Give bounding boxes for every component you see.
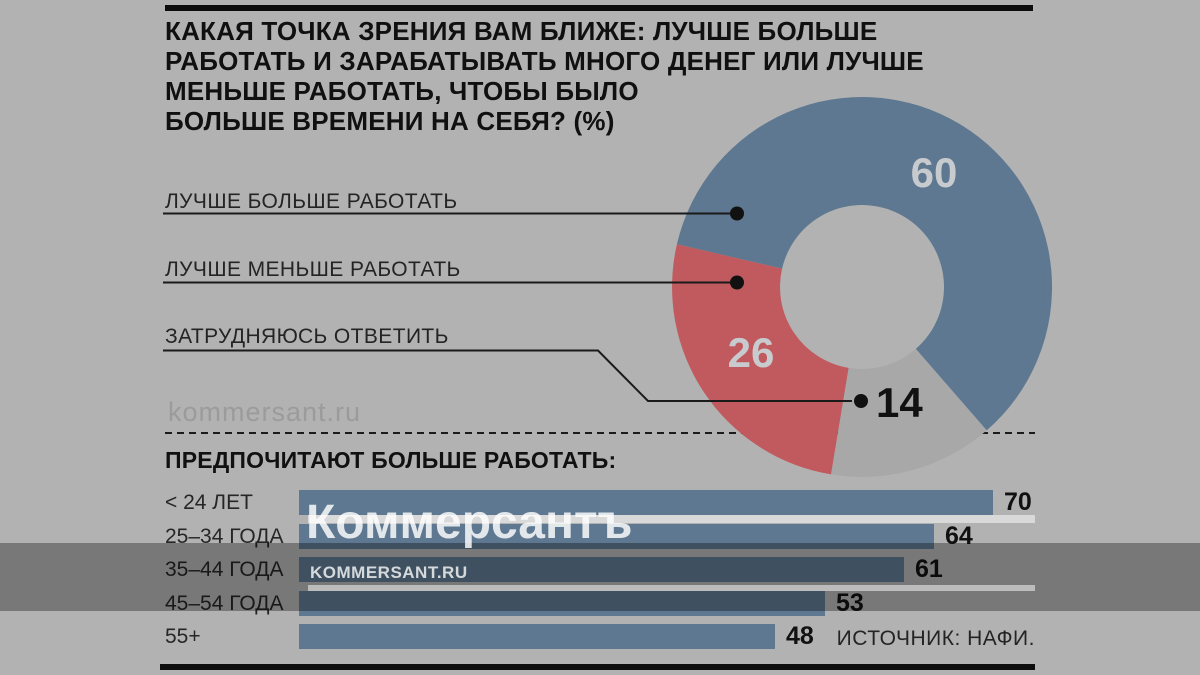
leader-dot-2 [730,275,744,290]
donut-value-60: 60 [911,149,958,196]
donut-value-14: 14 [876,379,923,426]
leader-dot-3 [854,394,868,408]
donut-chart [672,97,1053,477]
kommersant-logo-watermark: Коммерсантъ [306,496,633,549]
legend-label-more-work: ЛУЧШЕ БОЛЬШЕ РАБОТАТЬ [165,190,458,213]
leader-dots [730,206,868,408]
logo-watermark-rule-bottom [308,585,1035,591]
leader-line-3 [163,349,852,402]
title-line-2: РАБОТАТЬ И ЗАРАБАТЫВАТЬ МНОГО ДЕНЕГ ИЛИ … [165,46,924,76]
donut-slice-0 [676,97,1053,431]
title-line-3: МЕНЬШЕ РАБОТАТЬ, ЧТОБЫ БЫЛО [165,76,639,106]
logo-watermark-rule-top [308,515,1035,523]
title-line-4: БОЛЬШЕ ВРЕМЕНИ НА СЕБЯ? (%) [165,106,615,136]
title-line-1: КАКАЯ ТОЧКА ЗРЕНИЯ ВАМ БЛИЖЕ: ЛУЧШЕ БОЛЬ… [165,16,878,46]
donut-slice-2 [831,348,987,477]
source-note: ИСТОЧНИК: НАФИ. [836,627,1035,650]
bottom-divider [160,664,1035,670]
dim-overlay-band [0,543,1200,611]
top-divider [165,5,1033,11]
bar-section-heading: ПРЕДПОЧИТАЮТ БОЛЬШЕ РАБОТАТЬ: [165,447,617,473]
kommersant-url-watermark: KOMMERSANT.RU [310,563,468,582]
leader-lines [163,212,852,402]
legend-label-undecided: ЗАТРУДНЯЮСЬ ОТВЕТИТЬ [165,325,449,348]
leader-dot-1 [730,206,744,221]
chart-question-title: КАКАЯ ТОЧКА ЗРЕНИЯ ВАМ БЛИЖЕ: ЛУЧШЕ БОЛЬ… [165,16,1055,136]
donut-slice-1 [672,244,849,475]
legend-label-less-work: ЛУЧШЕ МЕНЬШЕ РАБОТАТЬ [165,258,461,281]
kommersant-ru-watermark: kommersant.ru [168,397,362,427]
donut-value-26: 26 [728,329,775,376]
